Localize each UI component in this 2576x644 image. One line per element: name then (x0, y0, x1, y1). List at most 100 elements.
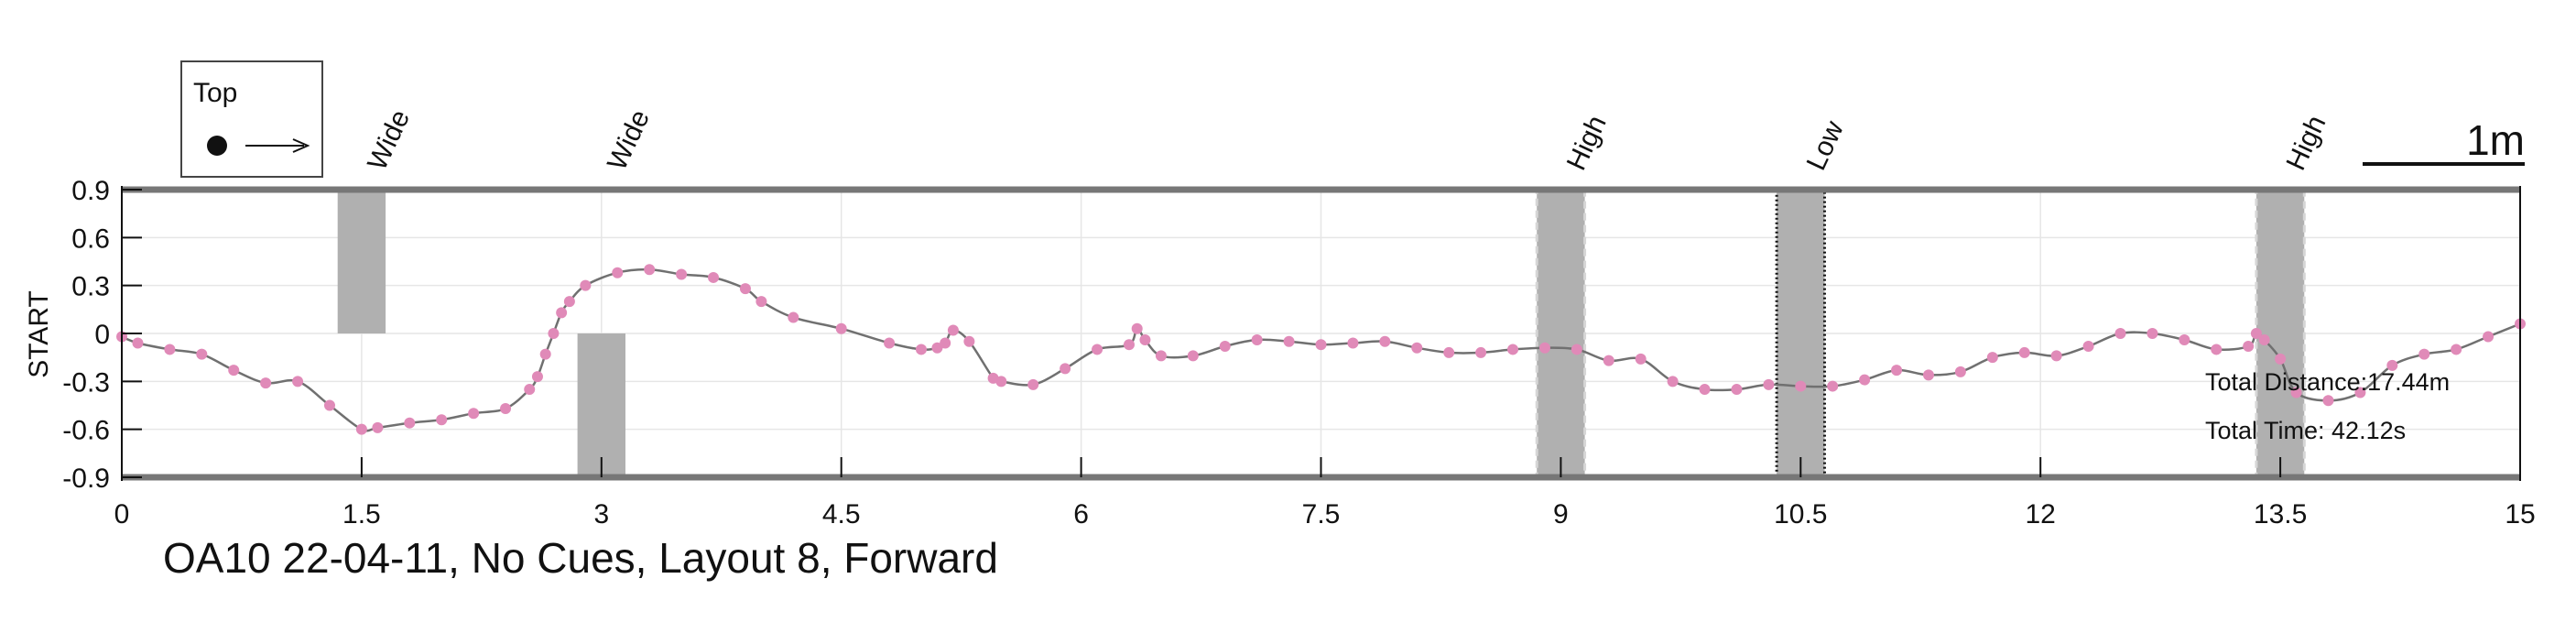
trajectory-point-13 (500, 402, 512, 414)
x-tick-labels: 0 1.5 3 4.5 6 7.5 9 10.5 12 13.5 15 (114, 499, 2536, 529)
trajectory-point-46 (1251, 333, 1263, 345)
trajectory-point-76 (2211, 344, 2223, 355)
trajectory-point-86 (2451, 344, 2462, 355)
trajectory-point-5 (260, 377, 272, 389)
legend-frame (180, 60, 323, 178)
trajectory-point-71 (2050, 350, 2062, 362)
scale-bar: 1m (2363, 116, 2525, 166)
trajectory-point-50 (1379, 335, 1391, 347)
trajectory-point-66 (1891, 365, 1903, 377)
trajectory-point-81 (2290, 387, 2302, 398)
trajectory-point-48 (1315, 339, 1327, 351)
trajectory-point-59 (1667, 376, 1679, 387)
trajectory-point-12 (468, 408, 480, 420)
trajectory-point-2 (164, 344, 176, 355)
trajectory-point-34 (963, 335, 975, 347)
obstacle-label-2: High (1561, 111, 1613, 175)
trajectory-point-15 (531, 371, 543, 383)
trajectory-point-77 (2243, 340, 2255, 352)
trajectory-point-70 (2018, 346, 2030, 358)
obstacle-2 (1535, 188, 1587, 479)
y-tick-label-2: 0.3 (71, 272, 110, 302)
trajectory-point-83 (2354, 387, 2366, 398)
trajectory-point-78 (2250, 328, 2262, 339)
trajectory-point-56 (1571, 344, 1582, 355)
trajectory-point-14 (524, 384, 536, 396)
trajectory-point-9 (372, 421, 384, 433)
trajectory-point-68 (1954, 366, 1966, 377)
trajectory-point-28 (835, 322, 847, 334)
scale-bar-label: 1m (2466, 116, 2525, 164)
trajectory-point-85 (2418, 348, 2430, 360)
x-tick-label-4: 6 (1073, 499, 1089, 529)
trajectory-point-11 (436, 414, 448, 426)
trajectory-point-47 (1283, 335, 1295, 347)
trajectory-point-51 (1411, 342, 1423, 354)
legend-dot (207, 136, 227, 156)
total-time: Total Time: 42.12s (2205, 417, 2406, 444)
trajectory-point-43 (1155, 350, 1167, 362)
y-tick-label-3: 0 (94, 320, 110, 350)
obstacle-label-3: Low (1801, 116, 1850, 175)
legend-label: Top (193, 78, 237, 108)
obstacle-3 (1775, 188, 1826, 479)
trajectory-point-63 (1795, 380, 1807, 392)
trajectory-point-19 (563, 296, 575, 308)
trajectory-point-32 (940, 337, 951, 349)
trajectory-point-62 (1763, 378, 1775, 390)
y-axis-label: START (24, 290, 54, 378)
trajectory-point-54 (1507, 344, 1519, 355)
x-tick-label-0: 0 (114, 499, 130, 529)
y-tick-label-6: -0.9 (62, 464, 110, 494)
trajectory-point-7 (323, 399, 335, 411)
trajectory-point-36 (995, 376, 1007, 387)
trajectory-point-39 (1092, 344, 1103, 355)
trajectory-point-22 (644, 264, 656, 276)
x-tick-label-7: 10.5 (1774, 499, 1827, 529)
trajectory-point-40 (1123, 339, 1135, 351)
obstacle-4 (2255, 188, 2306, 479)
trajectory-point-1 (132, 337, 144, 349)
obstacle-label-4: High (2281, 111, 2332, 175)
trajectory-point-58 (1635, 353, 1647, 365)
x-tick-label-6: 9 (1553, 499, 1569, 529)
trajectory-point-64 (1827, 380, 1839, 392)
trajectory-point-61 (1731, 384, 1743, 396)
trajectory-point-6 (292, 376, 304, 387)
trajectory-point-73 (2114, 328, 2126, 339)
trajectory-point-67 (1922, 369, 1934, 381)
trajectory-point-82 (2322, 395, 2334, 407)
obstacles (337, 188, 2306, 479)
trajectory-point-33 (947, 324, 959, 336)
trajectory-point-49 (1347, 337, 1359, 349)
trajectory-point-21 (612, 267, 624, 278)
trajectory-point-65 (1859, 374, 1871, 386)
y-tick-label-4: -0.3 (62, 367, 110, 398)
obstacle-labels: Wide Wide High Low High (362, 105, 2331, 175)
trajectory-point-69 (1986, 352, 1998, 364)
x-tick-label-1: 1.5 (342, 499, 381, 529)
trajectory-point-26 (755, 296, 767, 308)
y-tick-label-1: 0.6 (71, 224, 110, 254)
trajectory-point-20 (580, 279, 592, 291)
trajectory-point-52 (1443, 346, 1455, 358)
trajectory-point-44 (1187, 350, 1199, 362)
trajectory-point-80 (2275, 353, 2287, 365)
y-tick-labels: 0.9 0.6 0.3 0 -0.3 -0.6 -0.9 (62, 176, 110, 494)
trajectory-point-29 (884, 337, 896, 349)
trajectory-point-16 (539, 348, 551, 360)
trajectory-point-55 (1538, 342, 1550, 354)
trajectory-point-57 (1603, 355, 1614, 366)
obstacle-0 (337, 190, 386, 333)
trajectory-point-38 (1060, 363, 1071, 375)
trajectory-markers (116, 264, 2526, 435)
trajectory-point-3 (196, 348, 208, 360)
axes (121, 186, 2521, 481)
obstacle-label-0: Wide (362, 105, 416, 175)
trajectory-point-42 (1139, 333, 1151, 345)
total-distance: Total Distance:17.44m (2205, 368, 2450, 396)
trajectory-point-87 (2483, 331, 2494, 343)
trajectory-point-75 (2179, 333, 2190, 345)
obstacle-label-1: Wide (602, 105, 656, 175)
trajectory-point-41 (1131, 322, 1143, 334)
